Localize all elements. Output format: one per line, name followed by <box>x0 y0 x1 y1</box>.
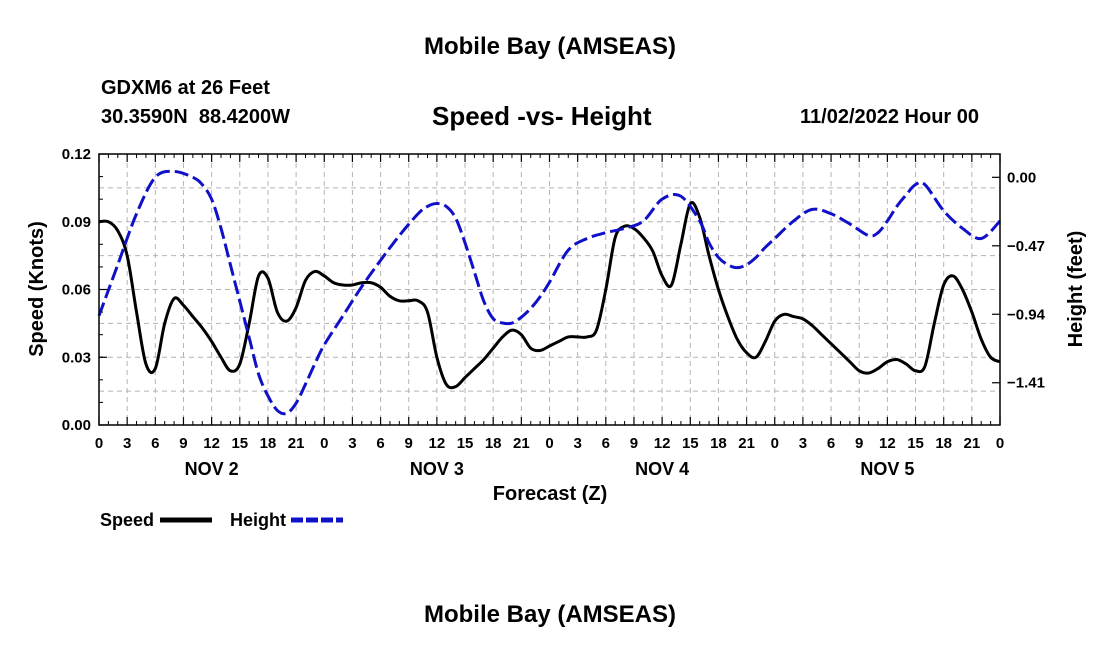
y-axis-title: Speed (Knots) <box>26 221 48 357</box>
x-tick-label: 0 <box>95 435 103 452</box>
x-day-label: NOV 2 <box>185 459 239 479</box>
x-axis-title: Forecast (Z) <box>493 483 607 505</box>
x-tick-label: 12 <box>654 435 671 452</box>
y-tick-label: 0.00 <box>62 417 91 434</box>
x-tick-label: 12 <box>879 435 896 452</box>
y2-tick-label: −0.47 <box>1007 238 1045 255</box>
x-tick-label: 9 <box>630 435 638 452</box>
y2-tick-label: 0.00 <box>1007 169 1036 186</box>
x-tick-label: 6 <box>602 435 610 452</box>
legend-label-height: Height <box>230 510 286 530</box>
x-tick-label: 15 <box>457 435 474 452</box>
x-tick-label: 9 <box>179 435 187 452</box>
x-tick-label: 0 <box>771 435 779 452</box>
y2-tick-label: −1.41 <box>1007 375 1045 392</box>
y-tick-label: 0.03 <box>62 349 91 366</box>
x-tick-label: 0 <box>320 435 328 452</box>
station-label: GDXM6 at 26 Feet <box>101 77 270 99</box>
x-tick-label: 6 <box>151 435 159 452</box>
x-tick-label: 18 <box>260 435 277 452</box>
y2-tick-label: −0.94 <box>1007 306 1046 323</box>
footer-title: Mobile Bay (AMSEAS) <box>423 601 677 628</box>
x-tick-label: 18 <box>710 435 727 452</box>
x-tick-label: 12 <box>429 435 446 452</box>
y-tick-label: 0.09 <box>62 214 91 231</box>
x-tick-label: 15 <box>682 435 699 452</box>
x-tick-label: 3 <box>123 435 131 452</box>
speed-series-line <box>98 201 1001 390</box>
x-day-label: NOV 5 <box>860 459 914 479</box>
x-tick-label: 3 <box>799 435 807 452</box>
x-tick-label: 0 <box>996 435 1004 452</box>
x-tick-label: 3 <box>573 435 581 452</box>
x-tick-label: 9 <box>405 435 413 452</box>
height-series-line <box>97 169 1002 416</box>
y-tick-label: 0.12 <box>62 146 91 163</box>
forecast-datetime: 11/02/2022 Hour 00 <box>800 106 980 128</box>
coordinates-label: 30.3590N 88.4200W <box>101 106 291 128</box>
x-tick-label: 15 <box>231 435 248 452</box>
x-tick-label: 18 <box>485 435 502 452</box>
legend: Speed Height <box>100 510 343 530</box>
y-tick-label: 0.06 <box>62 282 91 299</box>
y2-axis-title: Height (feet) <box>1065 231 1087 348</box>
x-day-label: NOV 3 <box>410 459 464 479</box>
x-tick-label: 21 <box>513 435 530 452</box>
x-tick-label: 6 <box>827 435 835 452</box>
x-day-label: NOV 4 <box>635 459 689 479</box>
x-tick-label: 3 <box>348 435 356 452</box>
legend-label-speed: Speed <box>100 510 154 530</box>
x-tick-label: 21 <box>964 435 981 452</box>
x-tick-label: 0 <box>545 435 553 452</box>
x-tick-label: 12 <box>203 435 220 452</box>
x-tick-label: 9 <box>855 435 863 452</box>
plot-frame <box>98 153 1001 426</box>
x-tick-label: 21 <box>738 435 755 452</box>
page-title: Mobile Bay (AMSEAS) <box>423 33 677 60</box>
x-tick-label: 15 <box>907 435 924 452</box>
x-tick-label: 6 <box>376 435 384 452</box>
chart-subtitle: Speed -vs- Height <box>432 101 652 131</box>
x-tick-label: 21 <box>288 435 305 452</box>
x-tick-label: 18 <box>935 435 952 452</box>
